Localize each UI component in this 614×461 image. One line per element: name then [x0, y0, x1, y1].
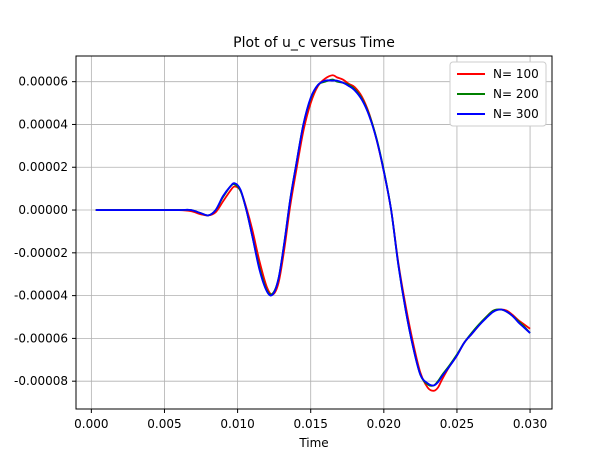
- chart-title: Plot of u_c versus Time: [233, 35, 395, 51]
- y-tick-label: -0.00006: [14, 331, 68, 345]
- grid-layer: [76, 56, 552, 409]
- x-tick-label: 0.025: [440, 417, 474, 431]
- x-tick-label: 0.020: [367, 417, 401, 431]
- series-layer: [95, 74, 531, 392]
- y-tick-label: 0.00004: [18, 117, 68, 131]
- plot-area: 0.000 0.005 0.010 0.015 0.020 0.025 0.030 0.000…: [14, 55, 553, 431]
- x-tick-label: 0.010: [220, 417, 254, 431]
- tick-layer: 0.000 0.005 0.010 0.015 0.020 0.025 0.030 0.000…: [14, 75, 547, 431]
- legend: N= 100 N= 200 N= 300: [449, 61, 547, 127]
- x-axis-title: Time: [298, 436, 328, 450]
- x-tick-label: 0.030: [513, 417, 547, 431]
- legend-entries: N= 100 N= 200 N= 300: [457, 67, 539, 121]
- y-tick-label: -0.00008: [14, 374, 68, 388]
- legend-label-2: N= 200: [493, 87, 539, 101]
- y-tick-label: 0.00002: [18, 160, 68, 174]
- x-tick-label: 0.005: [147, 417, 181, 431]
- x-tick-label: 0.000: [74, 417, 108, 431]
- legend-box: [449, 61, 547, 127]
- axes-frame: [75, 55, 553, 410]
- y-tick-label: -0.00002: [14, 246, 68, 260]
- y-tick-label: 0.00000: [18, 203, 68, 217]
- legend-label-1: N= 100: [493, 67, 539, 81]
- series-line-3: [95, 79, 531, 387]
- x-tick-label: 0.015: [294, 417, 328, 431]
- y-tick-label: 0.00006: [18, 75, 68, 89]
- legend-label-3: N= 300: [493, 107, 539, 121]
- y-tick-label: -0.00004: [14, 289, 68, 303]
